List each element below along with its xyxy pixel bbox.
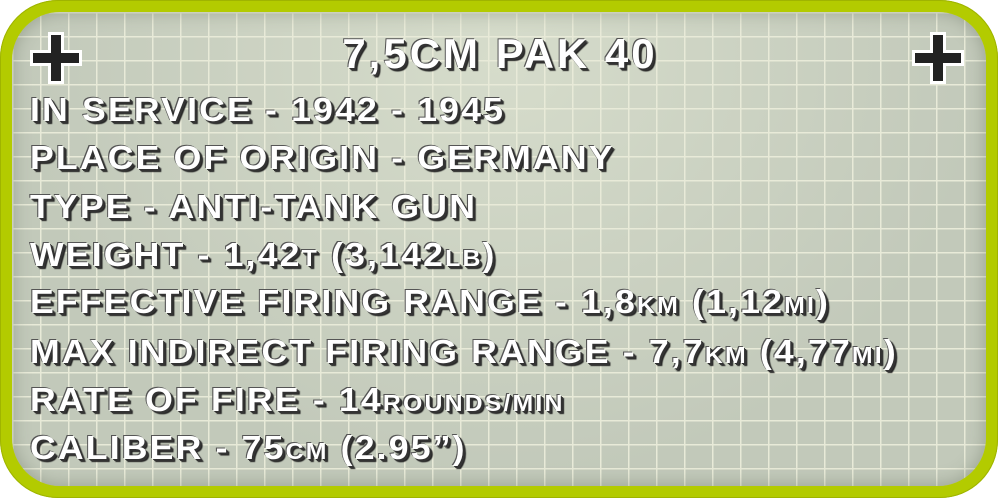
spec-unit: KM [637, 292, 680, 318]
spec-text: (2.95”) [328, 429, 467, 466]
spec-unit: ROUNDS/MIN [382, 390, 565, 416]
balkenkreuz-icon [30, 32, 82, 84]
spec-text: WEIGHT - 1,42 [30, 236, 302, 273]
spec-text: ) [816, 283, 831, 320]
spec-unit: MI [784, 292, 817, 318]
spec-text: (4,77 [747, 333, 852, 370]
spec-text: TYPE - ANTI-TANK GUN [30, 188, 478, 225]
spec-unit: KM [704, 342, 748, 368]
spec-place-of-origin: PLACE OF ORIGIN - GERMANY [30, 139, 615, 177]
spec-rate-of-fire: RATE OF FIRE - 14ROUNDS/MIN [30, 381, 565, 419]
spec-unit: MI [851, 342, 884, 368]
spec-text: ) [883, 333, 898, 370]
spec-unit: LB [445, 245, 483, 271]
spec-caliber: CALIBER - 75CM (2.95”) [30, 429, 467, 467]
spec-text: RATE OF FIRE - 14 [30, 381, 383, 418]
spec-text: EFFECTIVE FIRING RANGE - 1,8 [30, 283, 638, 320]
spec-text: IN SERVICE - 1942 - 1945 [30, 91, 506, 128]
spec-text: ) [482, 236, 497, 273]
spec-max-indirect-range: MAX INDIRECT FIRING RANGE - 7,7KM (4,77M… [30, 333, 898, 371]
spec-text: MAX INDIRECT FIRING RANGE - 7,7 [30, 333, 705, 370]
title: 7,5CM PAK 40 [342, 30, 658, 77]
spec-text: PLACE OF ORIGIN - GERMANY [30, 139, 615, 176]
spec-weight: WEIGHT - 1,42T (3,142LB) [30, 236, 497, 274]
spec-type: TYPE - ANTI-TANK GUN [30, 188, 477, 226]
balkenkreuz-icon [912, 32, 964, 84]
grid-panel [12, 12, 986, 486]
spec-effective-range: EFFECTIVE FIRING RANGE - 1,8KM (1,12MI) [30, 283, 830, 321]
spec-unit: CM [285, 438, 329, 464]
spec-text: CALIBER - 75 [30, 429, 286, 466]
spec-text: (3,142 [319, 236, 446, 273]
spec-in-service: IN SERVICE - 1942 - 1945 [30, 91, 505, 129]
spec-unit: T [301, 245, 320, 271]
spec-text: (1,12 [679, 283, 785, 320]
